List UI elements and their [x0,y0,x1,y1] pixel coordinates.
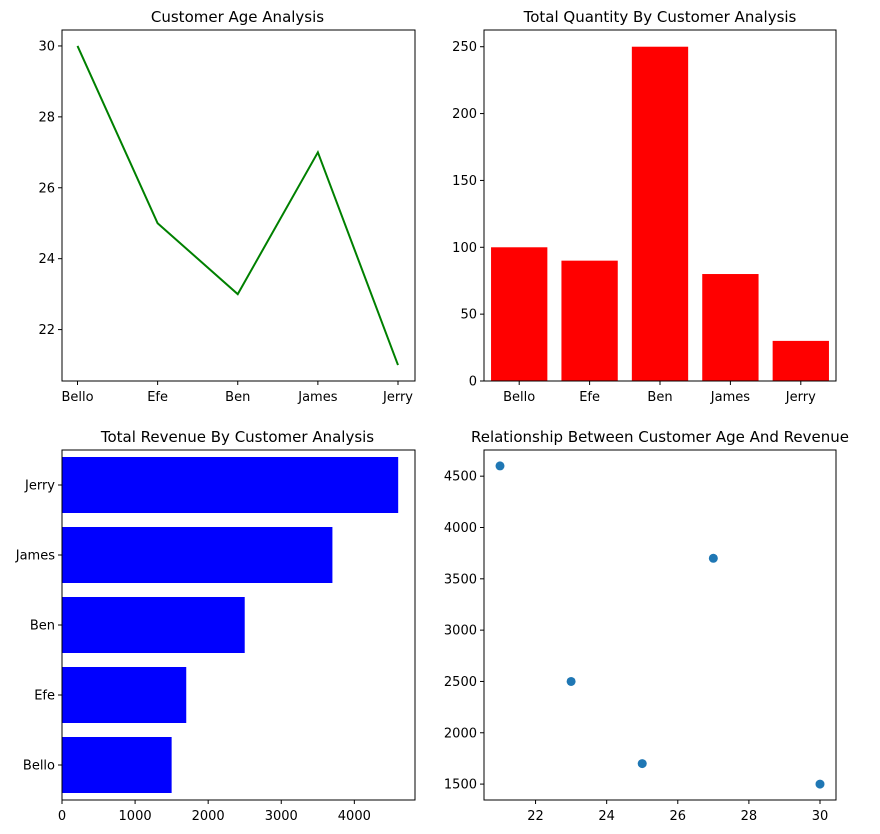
scatter-point [815,779,825,789]
scatter-point [495,461,505,471]
age-xtick-label-ben: Ben [225,390,250,405]
revenue-ytick-label-james: James [15,549,55,564]
quantity-bar-ben [631,46,689,381]
revenue-xtick-label: 4000 [338,809,371,824]
age-xtick-label-jerry: Jerry [382,390,413,405]
quantity-bar-chart: Total Quantity By Customer Analysis 0 50 1… [452,8,837,405]
revenue-xtick-label: 1000 [119,809,152,824]
revenue-ytick-label-ben: Ben [30,619,55,634]
quantity-xtick-label-jerry: Jerry [785,390,816,405]
age-ytick-label: 22 [38,323,55,338]
age-chart-title: Customer Age Analysis [151,8,324,26]
revenue-xtick-label: 3000 [265,809,298,824]
scatter-point [708,553,718,563]
scatter-ytick-label: 4000 [444,521,477,536]
quantity-xtick-label-efe: Efe [579,390,600,405]
age-ytick-label: 28 [38,110,55,125]
age-ytick-label: 26 [38,181,55,196]
scatter-ytick-label: 2500 [444,675,477,690]
scatter-xtick-label: 28 [741,809,758,824]
quantity-xtick-label-ben: Ben [647,390,672,405]
revenue-bar-efe [62,667,187,723]
scatter-chart-title: Relationship Between Customer Age And Re… [471,428,849,446]
quantity-ytick-label: 0 [469,375,477,390]
quantity-ytick-label: 150 [452,174,477,189]
revenue-ytick-label-jerry: Jerry [24,479,55,494]
scatter-point [566,676,576,686]
scatter-xtick-label: 30 [812,809,829,824]
revenue-chart-frame [61,449,416,801]
age-xtick-label-efe: Efe [147,390,168,405]
age-ytick-label: 24 [38,252,55,267]
quantity-ytick-label: 50 [460,308,477,323]
revenue-bar-jerry [62,457,399,513]
scatter-point [637,759,647,769]
revenue-xtick-label: 2000 [192,809,225,824]
scatter-ytick-label: 3500 [444,572,477,587]
quantity-bar-jerry [772,340,829,381]
scatter-ytick-label: 4500 [444,470,477,485]
age-xtick-label-james: James [297,390,337,405]
revenue-ytick-label-efe: Efe [34,689,55,704]
quantity-bar-james [702,274,759,381]
quantity-xtick-label-bello: Bello [503,390,535,405]
revenue-bar-james [62,527,333,583]
scatter-xtick-label: 26 [670,809,687,824]
scatter-xtick-label: 22 [527,809,544,824]
quantity-ytick-label: 200 [452,107,477,122]
revenue-chart-title: Total Revenue By Customer Analysis [100,428,374,446]
age-xtick-label-bello: Bello [61,390,93,405]
revenue-bar-chart: Total Revenue By Customer Analysis 0 1000… [15,428,416,824]
quantity-ytick-label: 250 [452,40,477,55]
scatter-ytick-label: 2000 [444,726,477,741]
revenue-ytick-label-bello: Bello [23,759,55,774]
age-series-line [76,45,399,366]
scatter-ytick-label: 3000 [444,624,477,639]
quantity-xtick-label-james: James [710,390,750,405]
scatter-ytick-label: 1500 [444,778,477,793]
scatter-xtick-label: 24 [598,809,615,824]
quantity-chart-title: Total Quantity By Customer Analysis [523,8,797,26]
quantity-bar-bello [491,247,548,381]
revenue-bar-ben [62,597,245,653]
revenue-bar-bello [62,737,172,793]
age-ytick-label: 30 [38,39,55,54]
age-chart-frame [61,29,416,382]
revenue-xtick-label: 0 [58,809,66,824]
quantity-ytick-label: 100 [452,241,477,256]
age-line-chart: Customer Age Analysis 22 24 26 28 30 Bello Efe… [38,8,416,405]
scatter-chart-frame [483,449,837,801]
age-revenue-scatter-chart: Relationship Between Customer Age And Re… [444,428,849,824]
quantity-chart-frame [483,29,837,382]
quantity-bar-efe [561,260,618,381]
